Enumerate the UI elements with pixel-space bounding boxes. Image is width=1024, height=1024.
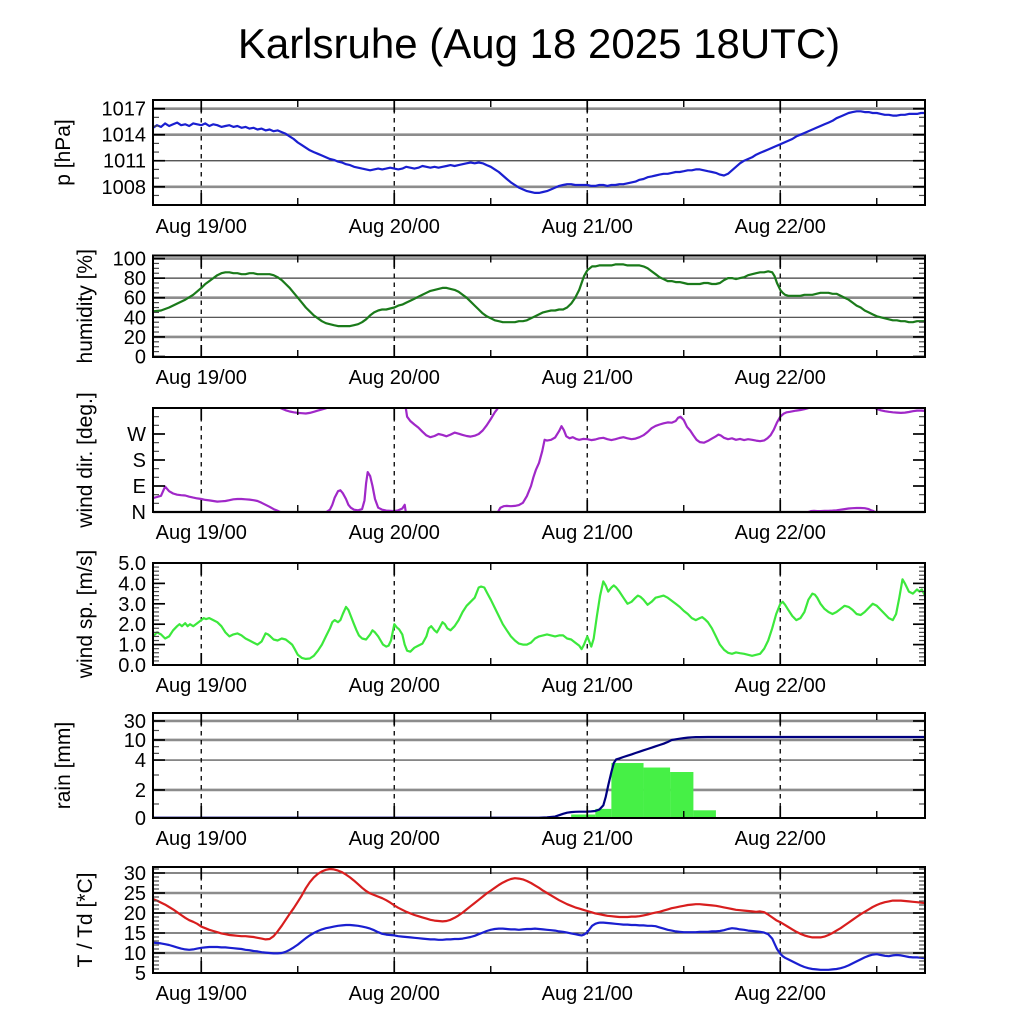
x-tick-label: Aug 19/00: [156, 675, 247, 697]
y-axis-title: wind sp. [m/s]: [74, 550, 97, 679]
x-tick-label: Aug 21/00: [542, 367, 633, 389]
x-tick-label: Aug 20/00: [349, 983, 440, 1005]
x-tick-label: Aug 20/00: [349, 522, 440, 544]
x-tick-label: Aug 22/00: [735, 216, 826, 238]
wind-direction-line: [324, 471, 407, 512]
panel-frame: [152, 562, 926, 666]
y-axis-title: wind dir. [deg.]: [74, 392, 97, 528]
pressure-line: [153, 110, 925, 194]
panel-frame: [152, 254, 926, 358]
rain-bars: [571, 763, 716, 818]
x-tick-label: Aug 19/00: [156, 983, 247, 1005]
rain-bar: [693, 810, 716, 818]
y-tick-label: W: [127, 424, 146, 446]
x-tick-label: Aug 22/00: [735, 522, 826, 544]
y-tick-label: 4: [135, 750, 146, 772]
rain-bar: [571, 814, 596, 818]
y-tick-label: 0.0: [118, 655, 146, 677]
y-tick-label: S: [133, 450, 146, 472]
temperature-line: [153, 867, 925, 941]
y-tick-label: 10: [124, 943, 146, 965]
x-tick-label: Aug 21/00: [542, 522, 633, 544]
x-tick-label: Aug 20/00: [349, 216, 440, 238]
panel-frame: [152, 407, 926, 513]
y-tick-label: 100: [113, 249, 146, 271]
x-tick-label: Aug 21/00: [542, 828, 633, 850]
wind-direction-line: [872, 408, 925, 414]
x-tick-label: Aug 21/00: [542, 675, 633, 697]
y-tick-label: 80: [124, 268, 146, 290]
y-tick-label: 1008: [102, 177, 147, 199]
rain-accumulated-line: [153, 735, 925, 818]
panel-frame: [152, 99, 926, 206]
x-tick-label: Aug 20/00: [349, 828, 440, 850]
y-tick-label: 1011: [103, 151, 146, 173]
y-tick-label: N: [132, 502, 146, 524]
x-tick-label: Aug 19/00: [156, 522, 247, 544]
x-tick-label: Aug 19/00: [156, 367, 247, 389]
y-tick-label: 10: [124, 730, 146, 752]
y-tick-label: 2.0: [118, 614, 146, 636]
y-tick-label: 1017: [102, 99, 147, 121]
y-tick-label: 2: [135, 780, 146, 802]
humidity-line: [153, 263, 925, 328]
panel-frame: [152, 712, 926, 819]
y-tick-label: 5.0: [118, 553, 146, 575]
y-tick-label: 1014: [102, 125, 147, 147]
y-tick-label: 0: [135, 808, 146, 830]
y-tick-label: 25: [124, 883, 146, 905]
wind-direction-line: [404, 408, 500, 439]
wind-speed-line: [153, 578, 925, 661]
y-tick-label: 30: [124, 863, 146, 885]
y-tick-label: 20: [124, 327, 146, 349]
panel-frame: [152, 866, 926, 974]
panel-wind-speed: 0.01.02.03.04.05.0 Aug 19/00 Aug 20/00 Aug …: [74, 550, 926, 697]
dewpoint-line: [153, 921, 925, 971]
wind-direction-line: [496, 408, 812, 512]
x-tick-label: Aug 21/00: [542, 983, 633, 1005]
x-tick-label: Aug 22/00: [735, 983, 826, 1005]
y-axis-title: T / Td [*C]: [74, 873, 97, 968]
y-tick-label: 15: [124, 923, 146, 945]
x-tick-label: Aug 20/00: [349, 675, 440, 697]
rain-bar: [670, 772, 694, 818]
x-tick-label: Aug 19/00: [156, 216, 247, 238]
x-tick-label: Aug 22/00: [735, 675, 826, 697]
x-tick-label: Aug 19/00: [156, 828, 247, 850]
rain-bar: [595, 808, 612, 818]
y-tick-label: 30: [124, 711, 146, 733]
rain-bar: [611, 763, 644, 818]
y-tick-label: 60: [124, 288, 146, 310]
y-tick-label: 3.0: [118, 594, 146, 616]
y-tick-label: 5: [135, 963, 146, 985]
y-tick-label: 40: [124, 307, 146, 329]
y-tick-label: 0: [135, 347, 146, 369]
y-axis-title: p [hPa]: [52, 119, 75, 186]
panel-pressure: 1008 1011 1014 1017 Aug 19/00 Aug 20/00 Aug 21…: [52, 99, 926, 238]
y-tick-label: 4.0: [118, 573, 146, 595]
chart-title: Karlsruhe (Aug 18 2025 18UTC): [237, 20, 841, 67]
wind-direction-line: [153, 485, 283, 512]
y-tick-label: E: [133, 476, 146, 498]
x-tick-label: Aug 21/00: [542, 216, 633, 238]
x-tick-label: Aug 22/00: [735, 367, 826, 389]
x-tick-label: Aug 22/00: [735, 828, 826, 850]
y-tick-label: 20: [124, 903, 146, 925]
wind-direction-line: [277, 408, 329, 415]
y-axis-title: rain [mm]: [52, 722, 75, 810]
rain-bar: [643, 767, 671, 818]
x-tick-label: Aug 20/00: [349, 367, 440, 389]
y-tick-label: 1.0: [118, 635, 146, 657]
y-axis-title: humidity [%]: [74, 249, 97, 363]
